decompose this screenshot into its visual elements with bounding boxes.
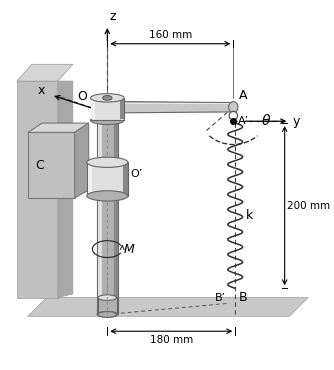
Text: θ: θ xyxy=(261,114,270,128)
Polygon shape xyxy=(58,81,73,297)
Polygon shape xyxy=(98,196,102,313)
Circle shape xyxy=(229,111,237,120)
Text: y: y xyxy=(292,115,300,128)
Polygon shape xyxy=(75,123,89,198)
Polygon shape xyxy=(124,102,233,113)
Polygon shape xyxy=(124,102,233,104)
Text: 160 mm: 160 mm xyxy=(149,30,192,40)
Polygon shape xyxy=(28,297,308,316)
Polygon shape xyxy=(88,163,93,195)
Text: x: x xyxy=(37,84,45,97)
Polygon shape xyxy=(120,99,124,120)
Text: O’: O’ xyxy=(131,169,143,179)
Polygon shape xyxy=(114,120,118,162)
Polygon shape xyxy=(98,120,102,162)
Text: z: z xyxy=(109,10,116,23)
Ellipse shape xyxy=(87,157,128,167)
Polygon shape xyxy=(114,196,118,313)
Polygon shape xyxy=(91,98,124,120)
Polygon shape xyxy=(17,81,58,297)
Text: A: A xyxy=(239,89,247,102)
Polygon shape xyxy=(92,99,95,120)
Text: 200 mm: 200 mm xyxy=(288,201,331,211)
Ellipse shape xyxy=(98,312,117,317)
Text: M: M xyxy=(124,243,135,256)
Polygon shape xyxy=(28,132,75,198)
Polygon shape xyxy=(123,163,128,195)
Text: k: k xyxy=(245,209,253,222)
Text: C: C xyxy=(35,159,43,172)
Ellipse shape xyxy=(98,295,117,300)
Ellipse shape xyxy=(229,102,238,113)
Ellipse shape xyxy=(103,95,112,100)
Ellipse shape xyxy=(97,312,118,317)
Ellipse shape xyxy=(91,116,124,124)
Polygon shape xyxy=(28,123,89,132)
Text: A’: A’ xyxy=(238,116,249,126)
Text: O: O xyxy=(77,90,87,102)
Polygon shape xyxy=(98,297,117,314)
Text: B: B xyxy=(239,291,247,304)
Text: B’: B’ xyxy=(215,293,226,303)
Ellipse shape xyxy=(91,94,124,102)
Ellipse shape xyxy=(87,191,128,201)
Polygon shape xyxy=(87,162,128,196)
Polygon shape xyxy=(97,196,118,314)
Polygon shape xyxy=(17,64,73,81)
Text: 180 mm: 180 mm xyxy=(150,335,193,345)
Polygon shape xyxy=(97,120,118,162)
